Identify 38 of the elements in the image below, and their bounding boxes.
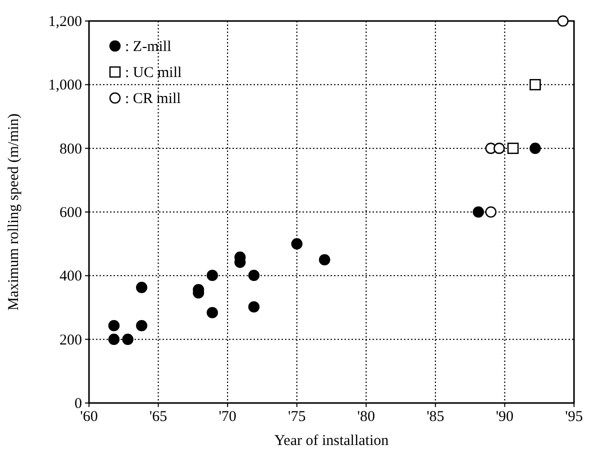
x-tick-label: '70 [218,409,236,425]
y-tick-label: 200 [60,332,82,348]
point [122,334,134,345]
point [494,142,505,154]
legend-label: : Z-mill [125,39,172,55]
point [507,142,519,154]
point [485,206,497,218]
x-tick-label: '75 [288,409,306,425]
point [136,282,148,294]
point [248,270,260,281]
x-tick-label: '80 [357,409,375,425]
point [291,238,303,250]
y-tick-label: 1,200 [48,14,82,30]
point [136,320,148,332]
x-tick-label: '60 [80,409,98,425]
x-tick-label: '95 [565,409,583,425]
point [530,79,541,90]
y-tick-label: 400 [60,268,82,285]
point [557,15,569,27]
y-axis-title: Maximum rolling speed (m/min) [6,113,22,311]
point [472,206,484,218]
x-axis-title: Year of installation [274,433,390,449]
y-tick-label: 0 [74,396,82,412]
x-tick-label: '65 [149,409,168,425]
point [248,301,260,313]
legend-label: : CR mill [125,91,181,107]
point [108,320,120,332]
point [206,270,218,281]
point [530,142,541,154]
point [318,254,330,266]
legend-label: : UC mill [125,65,182,81]
x-tick-label: '85 [426,409,444,425]
y-tick-label: 600 [60,205,82,221]
point [108,334,120,345]
y-tick-label: 1,000 [48,78,82,94]
y-tick-label: 800 [60,141,82,158]
x-tick-label: '90 [496,409,514,425]
point [206,306,218,318]
